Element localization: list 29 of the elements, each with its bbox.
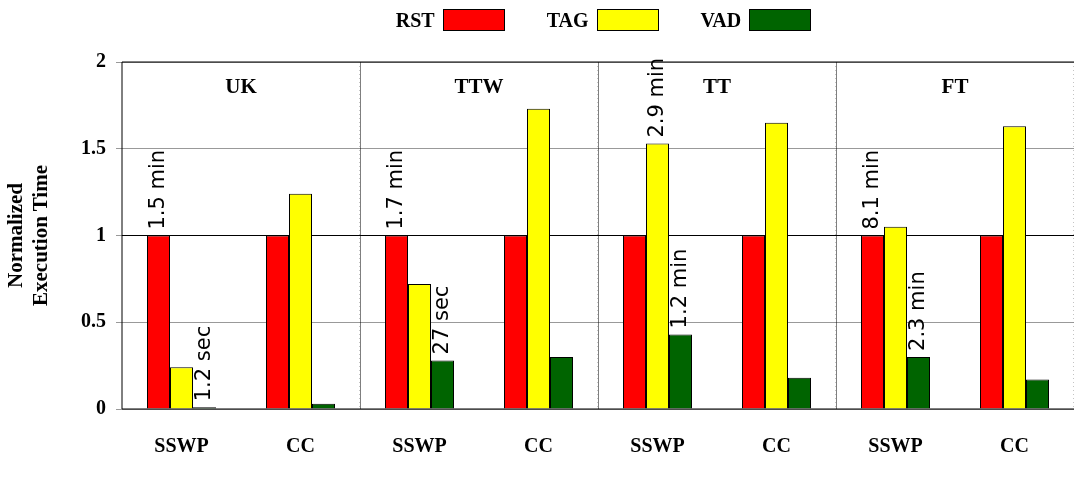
y-axis-title: Normalized Execution Time — [3, 165, 53, 306]
annotation: 8.1 min — [858, 149, 883, 230]
x-tick-label: SSWP — [630, 434, 685, 457]
y-tick-label: 0 — [96, 396, 106, 419]
x-tick-label: SSWP — [154, 434, 209, 457]
annotation: 1.2 min — [666, 248, 691, 329]
y-tick-label: 1.5 — [81, 135, 106, 158]
x-tick-label: CC — [1000, 434, 1029, 457]
legend-label: RST — [395, 8, 435, 32]
x-tick-label: CC — [762, 434, 791, 457]
text: UK — [225, 73, 258, 98]
y-tick-label: 1 — [96, 222, 106, 245]
legend-label: VAD — [700, 8, 742, 32]
legend-label: TAG — [546, 8, 589, 32]
x-tick-label: CC — [524, 434, 553, 457]
y-tick-label: 0.5 — [81, 309, 106, 332]
annotation: 2.3 min — [904, 271, 929, 351]
annotation: 1.7 min — [382, 149, 407, 230]
annotation: 1.2 sec — [190, 325, 215, 402]
text: TTW — [454, 73, 504, 98]
annotation: 1.5 min — [144, 149, 169, 230]
text: FT — [941, 73, 969, 98]
text: TT — [702, 73, 732, 98]
annotation: 2.9 min — [643, 57, 668, 138]
y-tick-label: 2 — [96, 49, 106, 72]
x-tick-label: SSWP — [868, 434, 923, 457]
x-tick-label: SSWP — [392, 434, 447, 457]
x-tick-label: CC — [286, 434, 315, 457]
annotation: 27 sec — [428, 285, 453, 355]
